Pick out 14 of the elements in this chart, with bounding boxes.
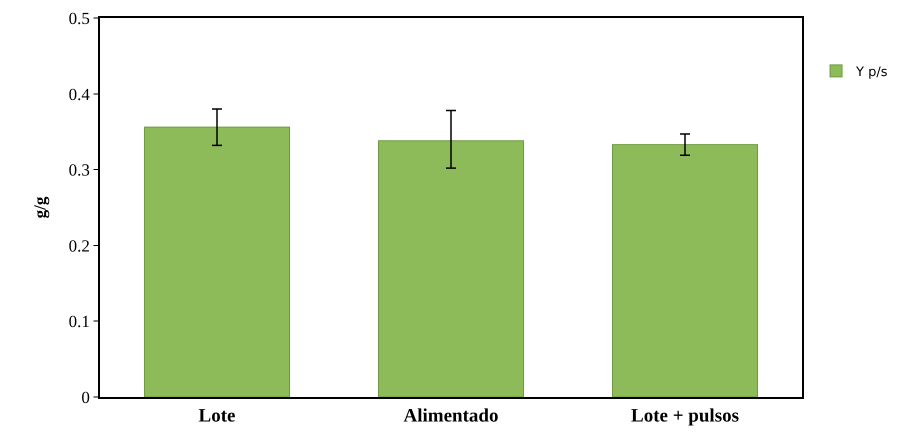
bar: [144, 126, 290, 397]
legend-label: Y p/s: [855, 64, 888, 80]
y-tick-label: 0.2: [68, 236, 90, 256]
y-tick-label: 0.4: [68, 84, 90, 104]
bar: [378, 140, 524, 397]
bar: [612, 144, 758, 397]
y-tick-label: 0.3: [68, 160, 90, 180]
x-tick-label: Lote + pulsos: [631, 406, 739, 427]
y-tick-label: 0.1: [68, 312, 90, 332]
x-tick-label: Lote: [198, 406, 236, 427]
y-tick-label: 0: [81, 388, 90, 407]
y-tick-label: 0.5: [68, 8, 90, 28]
x-tick-label: Alimentado: [404, 406, 498, 427]
y-axis-title: g/g: [30, 196, 50, 218]
